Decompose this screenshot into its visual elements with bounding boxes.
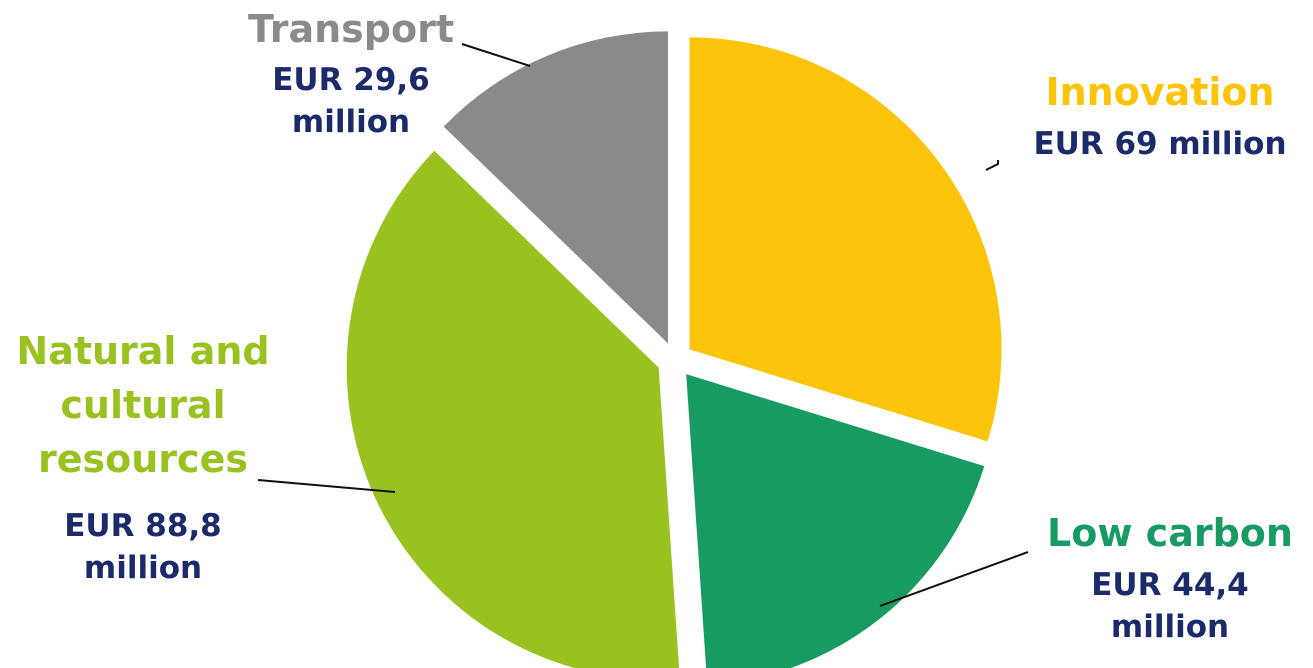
leader-line-low-carbon bbox=[879, 551, 1029, 607]
slice-value-label: EUR 69 million bbox=[1033, 126, 1286, 162]
slice-category-label: Innovation bbox=[1045, 70, 1274, 114]
slice-category-label: Natural and cultural resources bbox=[16, 329, 269, 481]
slice-category-label: Low carbon bbox=[1047, 511, 1293, 555]
leader-line-transport bbox=[461, 43, 531, 67]
leader-lines bbox=[257, 43, 1029, 607]
leader-line-innovation bbox=[985, 160, 999, 171]
pie-slices bbox=[346, 31, 1002, 668]
pie-slice-transport bbox=[443, 31, 668, 344]
leader-line-natural-and-cultural-resources bbox=[257, 479, 396, 493]
slice-value-label: EUR 88,8 million bbox=[64, 508, 222, 586]
slice-value-label: EUR 44,4 million bbox=[1091, 567, 1249, 645]
pie-slice-low-carbon bbox=[686, 374, 985, 668]
slice-labels: Innovation EUR 69 million Low carbon EUR 44… bbox=[16, 7, 1293, 645]
pie-slice-natural-and-cultural-resources bbox=[346, 150, 680, 668]
pie-slice-innovation bbox=[689, 37, 1002, 442]
slice-value-label: EUR 29,6 million bbox=[272, 62, 430, 140]
slice-category-label: Transport bbox=[248, 7, 454, 51]
